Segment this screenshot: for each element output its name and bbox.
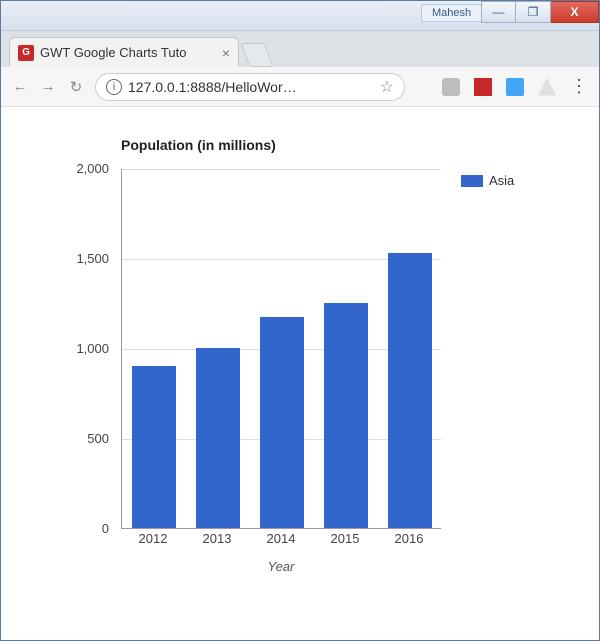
bar — [388, 253, 433, 528]
x-tick-label: 2015 — [320, 531, 370, 546]
extension-icons: ⋮ — [442, 76, 589, 97]
y-tick-label: 1,500 — [61, 251, 109, 266]
back-button[interactable]: ← — [11, 78, 29, 95]
tab-close-icon[interactable]: × — [222, 45, 230, 61]
tab-title: GWT Google Charts Tuto — [40, 45, 216, 60]
bookmark-star-icon[interactable]: ☆ — [380, 77, 394, 97]
plot — [121, 169, 441, 529]
new-tab-button[interactable] — [241, 43, 274, 67]
bar — [260, 317, 305, 528]
favicon-icon: G — [18, 45, 34, 61]
y-tick-label: 1,000 — [61, 341, 109, 356]
maximize-button[interactable]: ❐ — [516, 1, 551, 23]
x-tick-label: 2013 — [192, 531, 242, 546]
menu-button[interactable]: ⋮ — [570, 76, 589, 97]
forward-button[interactable]: → — [39, 78, 57, 95]
bar — [324, 303, 369, 528]
browser-tab[interactable]: G GWT Google Charts Tuto × — [9, 37, 239, 67]
x-tick-label: 2016 — [384, 531, 434, 546]
extension-icon[interactable] — [506, 78, 524, 96]
close-button[interactable]: X — [551, 1, 599, 23]
titlebar: Mahesh — ❐ X — [1, 1, 599, 31]
app-window: Mahesh — ❐ X G GWT Google Charts Tuto × … — [0, 0, 600, 641]
legend: Asia — [461, 173, 514, 188]
y-tick-label: 500 — [61, 431, 109, 446]
extension-icon[interactable] — [538, 78, 556, 96]
chart: Population (in millions) Asia Year 05001… — [61, 137, 561, 539]
y-tick-label: 2,000 — [61, 161, 109, 176]
x-axis-title: Year — [121, 559, 441, 574]
address-bar[interactable]: i 127.0.0.1:8888/HelloWor… ☆ — [95, 73, 405, 101]
x-tick-label: 2012 — [128, 531, 178, 546]
y-tick-label: 0 — [61, 521, 109, 536]
x-tick-label: 2014 — [256, 531, 306, 546]
url-text: 127.0.0.1:8888/HelloWor… — [128, 79, 374, 95]
bar — [132, 366, 177, 528]
tab-strip: G GWT Google Charts Tuto × — [1, 31, 599, 67]
legend-swatch-icon — [461, 175, 483, 187]
user-badge: Mahesh — [421, 4, 482, 22]
extension-icon[interactable] — [442, 78, 460, 96]
site-info-icon[interactable]: i — [106, 79, 122, 95]
gridline — [122, 169, 441, 170]
minimize-button[interactable]: — — [481, 1, 516, 23]
toolbar: ← → ↻ i 127.0.0.1:8888/HelloWor… ☆ ⋮ — [1, 67, 599, 107]
extension-icon[interactable] — [474, 78, 492, 96]
reload-button[interactable]: ↻ — [67, 78, 85, 96]
plot-area: Asia Year 05001,0001,5002,00020122013201… — [61, 159, 561, 539]
bar — [196, 348, 241, 528]
page-content: Population (in millions) Asia Year 0 500 1… — [1, 107, 599, 640]
window-controls: — ❐ X — [481, 1, 599, 23]
chart-title: Population (in millions) — [121, 137, 561, 153]
legend-label: Asia — [489, 173, 514, 188]
